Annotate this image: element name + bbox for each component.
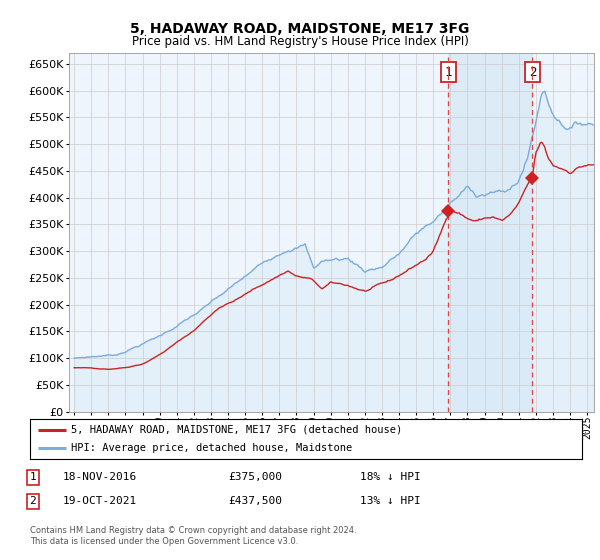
Text: Contains HM Land Registry data © Crown copyright and database right 2024.
This d: Contains HM Land Registry data © Crown c… — [30, 526, 356, 546]
Text: HPI: Average price, detached house, Maidstone: HPI: Average price, detached house, Maid… — [71, 444, 353, 453]
Text: 1: 1 — [29, 472, 37, 482]
Text: Price paid vs. HM Land Registry's House Price Index (HPI): Price paid vs. HM Land Registry's House … — [131, 35, 469, 48]
Text: 13% ↓ HPI: 13% ↓ HPI — [360, 496, 421, 506]
Bar — [448, 53, 532, 412]
Text: 5, HADAWAY ROAD, MAIDSTONE, ME17 3FG: 5, HADAWAY ROAD, MAIDSTONE, ME17 3FG — [130, 22, 470, 36]
Text: 18-NOV-2016: 18-NOV-2016 — [63, 472, 137, 482]
Text: 18% ↓ HPI: 18% ↓ HPI — [360, 472, 421, 482]
Text: 1: 1 — [445, 66, 452, 79]
Text: 19-OCT-2021: 19-OCT-2021 — [63, 496, 137, 506]
Text: £375,000: £375,000 — [228, 472, 282, 482]
Text: £437,500: £437,500 — [228, 496, 282, 506]
Text: 2: 2 — [29, 496, 37, 506]
Text: 5, HADAWAY ROAD, MAIDSTONE, ME17 3FG (detached house): 5, HADAWAY ROAD, MAIDSTONE, ME17 3FG (de… — [71, 425, 403, 435]
Text: 2: 2 — [529, 66, 536, 79]
